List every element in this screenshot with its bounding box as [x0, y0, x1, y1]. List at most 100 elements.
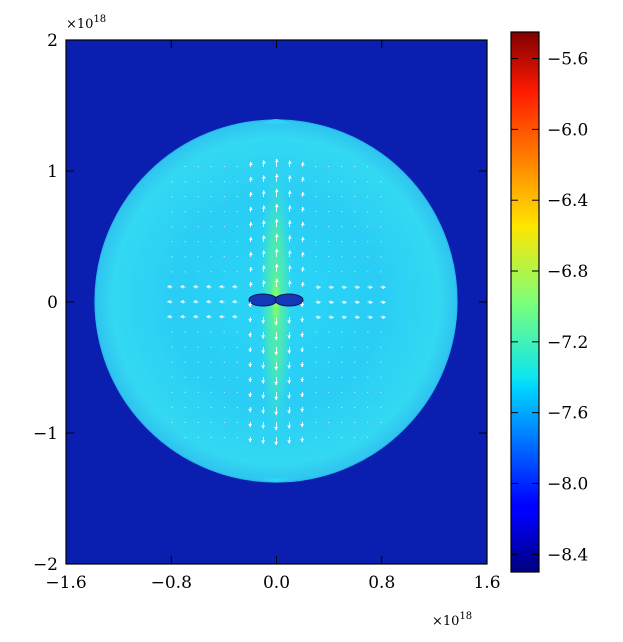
velocity-arrow	[184, 406, 186, 408]
velocity-arrow-head	[261, 350, 265, 354]
x-tick-label: −1.6	[45, 573, 86, 593]
velocity-arrow-head	[287, 320, 291, 324]
velocity-arrow	[380, 376, 382, 378]
velocity-arrow-head	[343, 315, 347, 320]
x-tick-label: 0.0	[263, 573, 290, 593]
svg-text:×1018: ×1018	[66, 14, 106, 32]
velocity-arrow	[223, 376, 225, 379]
velocity-arrow-head	[193, 284, 197, 289]
velocity-arrow	[328, 376, 330, 379]
velocity-arrow-head	[262, 175, 266, 179]
colorbar-tick-label: −6.8	[547, 262, 588, 282]
velocity-arrow-head	[300, 363, 304, 368]
velocity-arrow-head	[300, 348, 304, 353]
velocity-arrow	[354, 211, 356, 213]
velocity-arrow-head	[249, 236, 253, 241]
velocity-arrow-head	[275, 218, 279, 223]
velocity-arrow	[223, 225, 225, 228]
velocity-arrow-head	[167, 299, 171, 304]
velocity-arrow	[171, 406, 173, 408]
velocity-arrow-head	[274, 411, 278, 416]
velocity-arrow	[197, 391, 199, 393]
velocity-arrow-head	[249, 191, 253, 196]
velocity-arrow-head	[232, 299, 236, 304]
velocity-arrow	[328, 346, 330, 348]
velocity-arrow-head	[300, 438, 304, 443]
velocity-arrow	[171, 211, 173, 213]
central-clump	[248, 293, 304, 307]
velocity-arrow	[171, 196, 173, 198]
velocity-arrow-head	[167, 284, 171, 289]
velocity-arrow-head	[300, 333, 304, 338]
velocity-arrow	[341, 376, 343, 378]
velocity-arrow-head	[232, 314, 236, 319]
velocity-arrow-head	[287, 395, 291, 399]
velocity-arrow-head	[274, 366, 278, 371]
colorbar-tick-label: −6.4	[547, 191, 588, 211]
velocity-arrow-head	[288, 220, 292, 224]
velocity-arrow	[380, 226, 382, 228]
velocity-arrow-head	[261, 365, 265, 369]
velocity-arrow-head	[219, 299, 223, 304]
velocity-arrow	[328, 225, 330, 228]
velocity-arrow	[184, 421, 186, 424]
velocity-arrow-head	[301, 191, 305, 196]
y-axis-multiplier: ×1018	[66, 14, 106, 32]
velocity-arrow	[171, 181, 173, 183]
velocity-arrow-head	[262, 205, 266, 209]
velocity-arrow	[341, 256, 343, 258]
velocity-arrow-head	[274, 351, 278, 356]
velocity-arrow-head	[248, 438, 252, 443]
velocity-arrow-head	[301, 176, 305, 181]
heatmap-field	[94, 119, 458, 483]
y-tick-label: 0	[47, 293, 58, 313]
velocity-arrow-head	[248, 423, 252, 428]
velocity-arrow-head	[287, 440, 291, 444]
velocity-arrow-head	[288, 175, 292, 179]
velocity-arrow	[354, 195, 356, 198]
velocity-arrow	[171, 421, 173, 423]
velocity-arrow-head	[262, 265, 266, 269]
velocity-arrow	[210, 391, 212, 394]
velocity-arrow	[367, 180, 369, 183]
velocity-arrow-head	[248, 333, 252, 338]
velocity-arrow-head	[275, 263, 279, 268]
velocity-arrow-head	[248, 378, 252, 383]
bubble-cap-bottom	[262, 478, 290, 482]
velocity-arrow-head	[219, 284, 223, 289]
velocity-arrow-head	[275, 278, 279, 283]
velocity-arrow-head	[248, 318, 252, 323]
velocity-arrow-head	[275, 188, 279, 193]
velocity-arrow-head	[261, 320, 265, 324]
velocity-arrow-head	[261, 380, 265, 384]
x-multiplier-exp: 18	[459, 611, 472, 622]
velocity-arrow	[380, 406, 382, 408]
velocity-arrow-head	[167, 314, 171, 319]
velocity-arrow-head	[249, 251, 253, 256]
velocity-arrow-head	[275, 158, 279, 163]
velocity-arrow-head	[343, 300, 347, 305]
velocity-arrow-head	[232, 284, 236, 289]
velocity-arrow-head	[301, 281, 305, 286]
velocity-arrow	[210, 346, 212, 348]
velocity-arrow	[315, 331, 317, 333]
velocity-arrow	[354, 361, 356, 363]
velocity-arrow	[341, 241, 343, 243]
y-tick-label: 1	[47, 162, 58, 182]
velocity-arrow-head	[274, 396, 278, 401]
colorbar-tick-label: −7.2	[547, 333, 588, 353]
velocity-arrow-head	[249, 176, 253, 181]
velocity-arrow-head	[248, 363, 252, 368]
velocity-arrow	[367, 421, 369, 424]
velocity-arrow	[197, 361, 199, 363]
velocity-arrow-head	[287, 380, 291, 384]
velocity-arrow	[210, 241, 212, 243]
velocity-arrow-head	[261, 425, 265, 429]
velocity-arrow	[184, 226, 186, 228]
velocity-arrow-head	[249, 206, 253, 211]
velocity-arrow	[341, 361, 343, 363]
velocity-arrow	[328, 256, 330, 258]
velocity-arrow	[380, 211, 382, 213]
velocity-arrow-head	[261, 410, 265, 414]
velocity-arrow	[380, 421, 382, 423]
